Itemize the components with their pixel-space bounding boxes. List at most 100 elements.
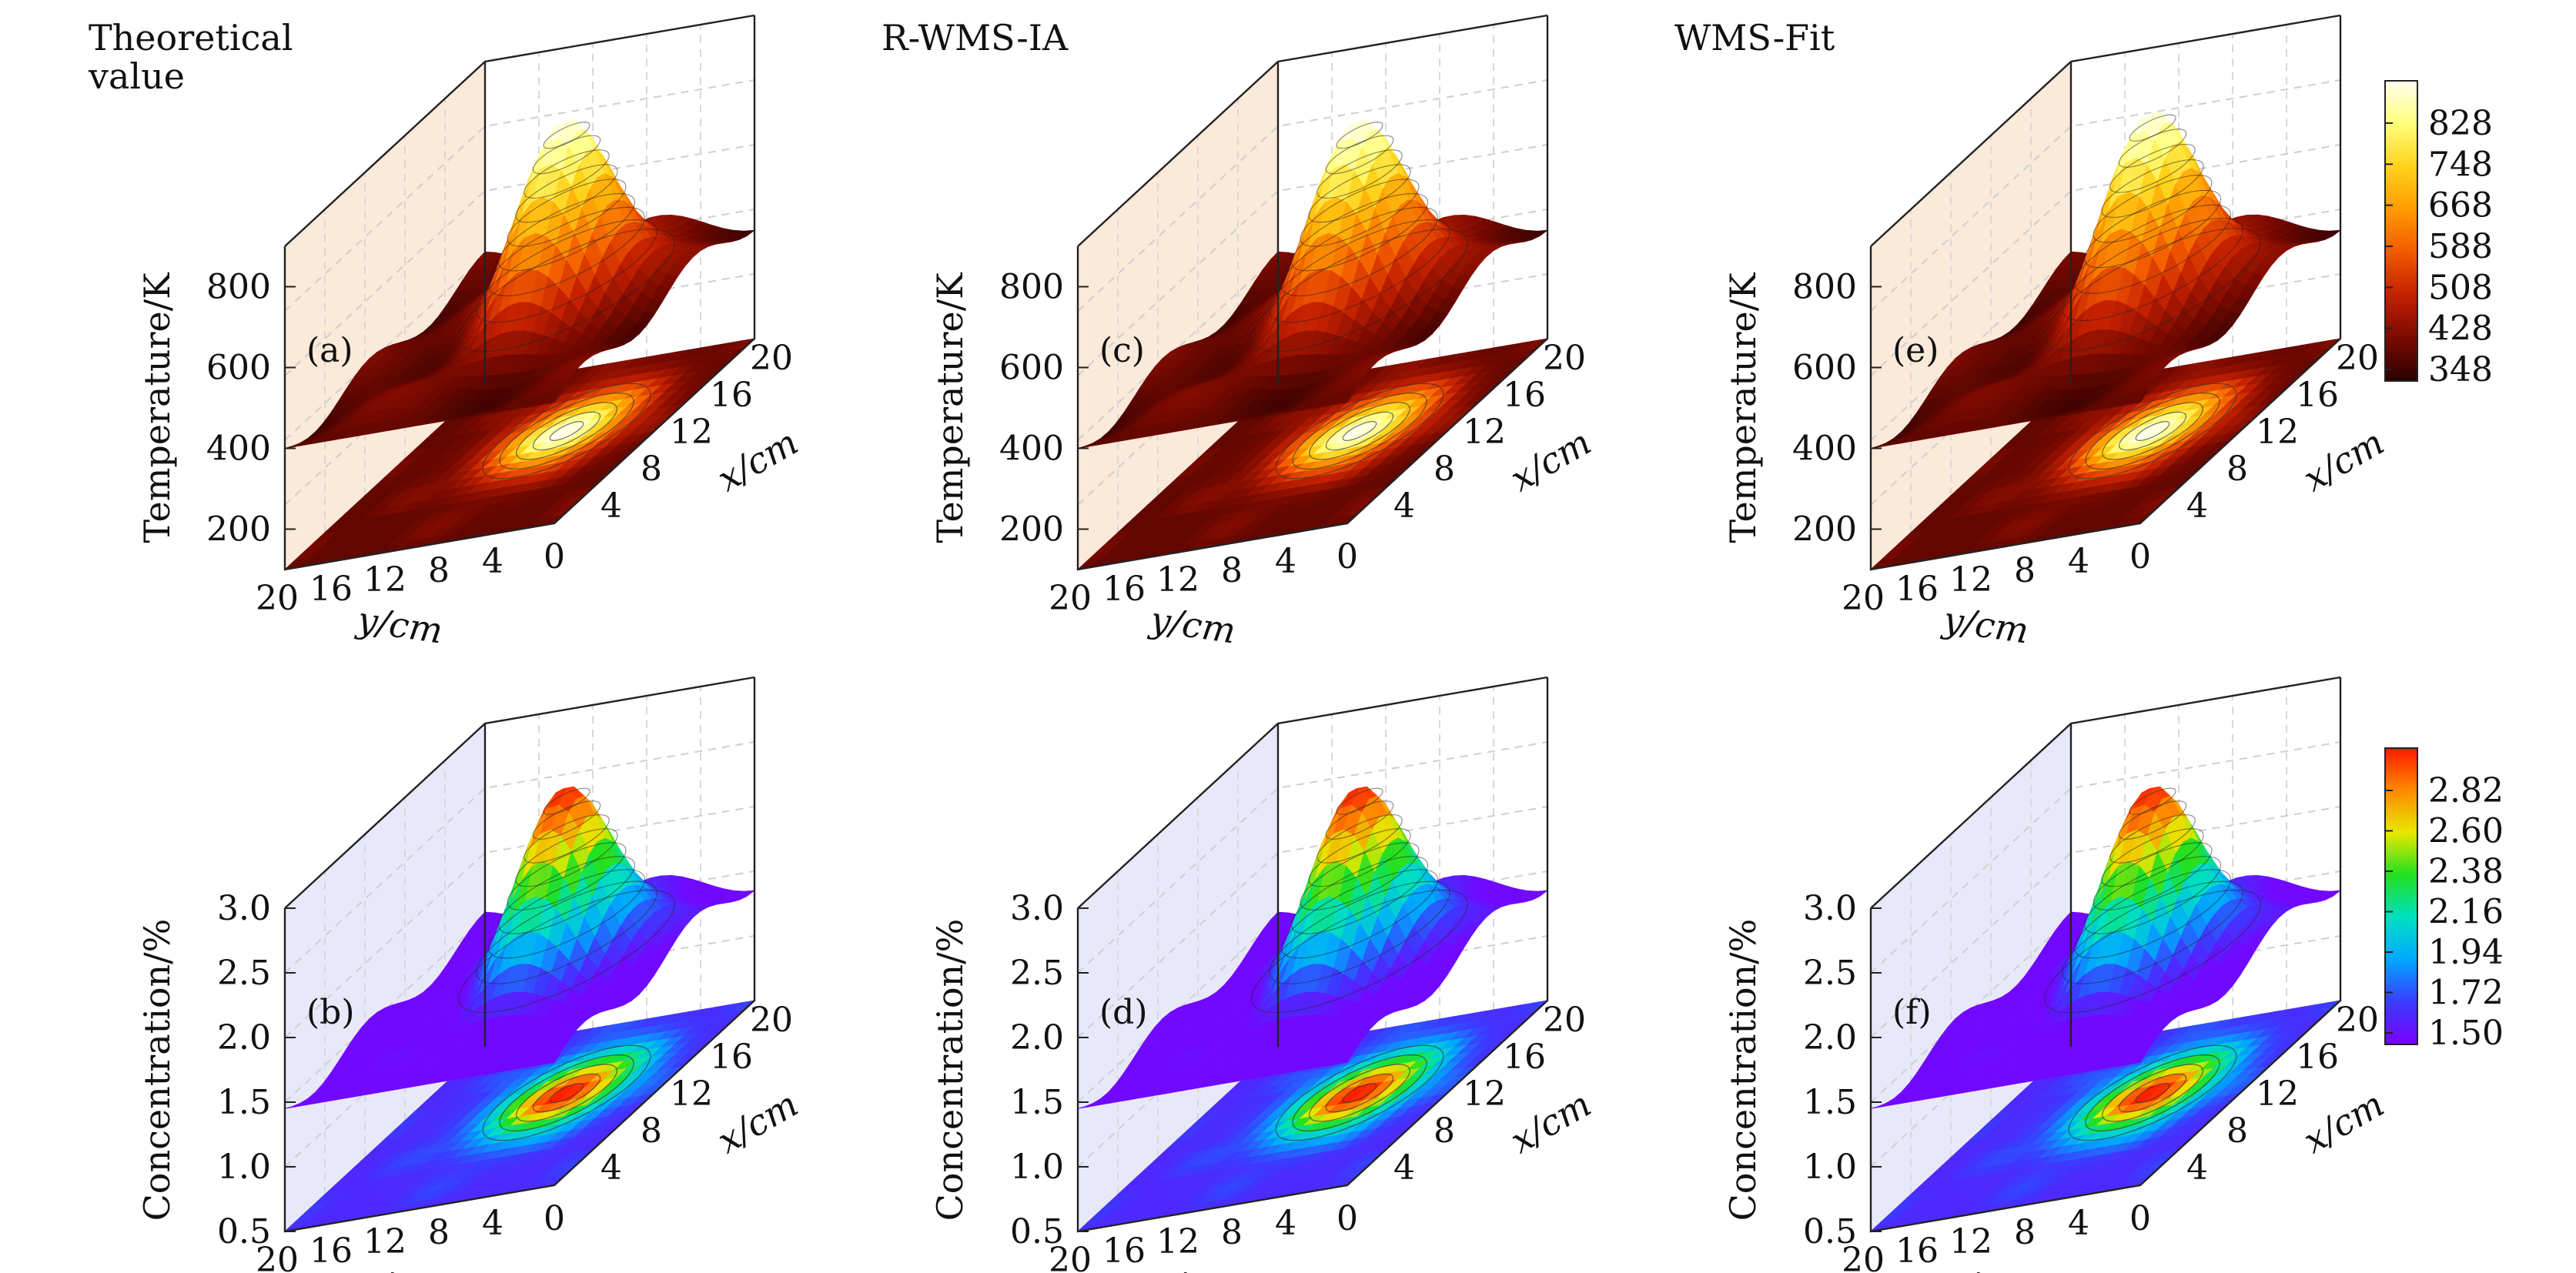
z-tick-label: 1.0 — [217, 1148, 271, 1187]
z-tick-label: 400 — [206, 429, 271, 469]
y-tick-label: 20 — [1842, 579, 1885, 618]
z-tick-label: 600 — [1792, 349, 1857, 388]
y-axis-label: y/cm — [353, 1260, 445, 1273]
panel-label: (e) — [1892, 331, 1939, 370]
y-tick-label: 16 — [1102, 570, 1146, 609]
origin-tick-label: 0 — [544, 537, 565, 576]
panel-title: R-WMS-IA — [882, 17, 1069, 58]
z-tick-label: 200 — [1792, 510, 1857, 550]
y-axis-label: y/cm — [353, 598, 445, 651]
panel-title: value — [88, 55, 185, 97]
y-tick-label: 4 — [2068, 542, 2089, 581]
x-tick-label: 16 — [710, 376, 753, 415]
y-tick-label: 20 — [256, 1241, 299, 1273]
surface-contour — [497, 192, 636, 272]
z-axis-label: Temperature/K — [136, 272, 178, 543]
y-axis-label: y/cm — [1939, 598, 2031, 651]
y-tick-label: 4 — [1275, 542, 1296, 581]
y-tick-label: 12 — [1156, 560, 1199, 600]
z-tick-label: 800 — [999, 268, 1064, 307]
surface-contour — [487, 206, 646, 297]
z-tick-label: 200 — [206, 510, 271, 550]
z-tick-label: 400 — [1792, 429, 1857, 469]
z-axis-label: Temperature/K — [929, 272, 971, 543]
y-tick-label: 8 — [1221, 551, 1243, 590]
x-tick-label: 12 — [670, 413, 713, 452]
x-tick-label: 8 — [1434, 449, 1455, 489]
x-tick-label: 4 — [601, 486, 622, 526]
y-tick-label: 4 — [482, 542, 503, 581]
x-tick-label: 20 — [1543, 339, 1586, 378]
y-tick-label: 20 — [256, 579, 299, 618]
back-wall-left — [285, 62, 485, 570]
surface-contour — [532, 135, 601, 175]
y-tick-label: 12 — [363, 1222, 406, 1261]
z-tick-label: 3.0 — [217, 889, 271, 928]
x-tick-label: 4 — [601, 1148, 622, 1188]
x-axis-label: x/cm — [711, 1083, 805, 1161]
surface-contour — [458, 229, 675, 352]
panel-title: Theoretical — [89, 17, 293, 58]
y-axis-label: y/cm — [1146, 598, 1238, 651]
y-tick-label: 16 — [309, 570, 353, 609]
wall-gridline — [1077, 79, 1548, 312]
floor-contour — [515, 402, 618, 460]
axis-frame — [283, 15, 756, 571]
x-axis-label: x/cm — [711, 421, 805, 500]
x-tick-label: 12 — [670, 1074, 713, 1114]
z-tick-label: 200 — [999, 510, 1064, 550]
wall-gridline — [284, 144, 755, 376]
x-tick-label: 16 — [710, 1037, 753, 1077]
y-tick-label: 4 — [482, 1204, 503, 1243]
surface-contour — [476, 219, 657, 323]
wall-gridline — [284, 79, 755, 312]
y-tick-label: 12 — [363, 560, 406, 600]
z-axis-label: Temperature/K — [1722, 272, 1764, 543]
y-tick-label: 8 — [428, 551, 450, 590]
z-tick-label: 600 — [206, 349, 271, 388]
surface-contour — [524, 149, 610, 199]
z-tick-label: 1.5 — [217, 1083, 271, 1122]
surface-contour — [515, 164, 618, 223]
z-tick-label: 800 — [206, 268, 271, 307]
z-tick-label: 400 — [999, 429, 1064, 469]
x-tick-label: 8 — [2226, 449, 2248, 489]
origin-tick-label: 0 — [544, 1199, 565, 1238]
z-tick-label: 2.0 — [217, 1018, 271, 1057]
y-tick-label: 8 — [2014, 551, 2036, 590]
x-axis-label: x/cm — [2297, 421, 2391, 500]
floor-contour — [549, 421, 584, 441]
y-tick-label: 8 — [428, 1213, 450, 1252]
panel-title: WMS-Fit — [1674, 17, 1835, 58]
z-tick-label: 800 — [1792, 268, 1857, 307]
x-tick-label: 16 — [2296, 376, 2339, 415]
wall-gridline — [284, 209, 755, 441]
x-tick-label: 4 — [2186, 486, 2208, 526]
panel-label: (c) — [1099, 331, 1145, 370]
wall-gridline — [284, 273, 755, 506]
y-tick-label: 16 — [309, 1231, 353, 1271]
y-tick-label: 20 — [1049, 579, 1092, 618]
z-tick-label: 2.5 — [217, 954, 271, 993]
floor-contour — [482, 383, 651, 479]
back-wall-left — [1078, 62, 1278, 570]
y-tick-label: 16 — [1895, 570, 1939, 609]
panel-label: (a) — [306, 331, 353, 370]
surface-contour — [507, 179, 627, 247]
z-axis-label: Concentration/% — [136, 919, 178, 1221]
floor-contour — [499, 393, 634, 469]
x-tick-label: 12 — [1463, 413, 1506, 452]
x-tick-label: 20 — [2336, 339, 2379, 378]
x-tick-label: 4 — [1393, 486, 1415, 526]
x-tick-label: 12 — [2256, 413, 2299, 452]
wall-gridline — [1077, 273, 1548, 506]
origin-tick-label: 0 — [2129, 537, 2151, 576]
z-tick-label: 600 — [999, 349, 1064, 388]
x-tick-label: 8 — [641, 1111, 662, 1151]
floor-contour — [532, 411, 601, 451]
